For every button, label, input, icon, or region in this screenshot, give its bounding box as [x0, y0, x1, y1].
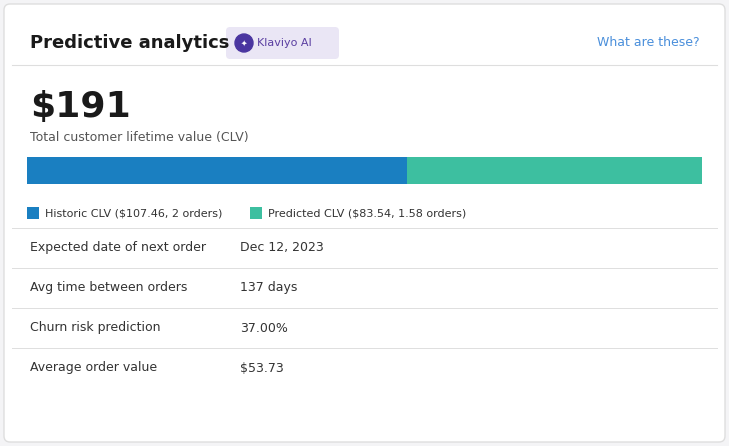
- Text: Expected date of next order: Expected date of next order: [30, 241, 206, 255]
- Text: Avg time between orders: Avg time between orders: [30, 281, 187, 294]
- Text: $53.73: $53.73: [240, 362, 284, 375]
- Text: Total customer lifetime value (CLV): Total customer lifetime value (CLV): [30, 132, 249, 145]
- Text: What are these?: What are these?: [597, 37, 700, 50]
- Text: Predictive analytics: Predictive analytics: [30, 34, 230, 52]
- Text: Historic CLV ($107.46, 2 orders): Historic CLV ($107.46, 2 orders): [45, 208, 222, 218]
- Circle shape: [235, 34, 253, 52]
- FancyBboxPatch shape: [250, 207, 262, 219]
- FancyBboxPatch shape: [226, 27, 339, 59]
- FancyBboxPatch shape: [4, 4, 725, 442]
- Text: 37.00%: 37.00%: [240, 322, 288, 334]
- Text: Predicted CLV ($83.54, 1.58 orders): Predicted CLV ($83.54, 1.58 orders): [268, 208, 467, 218]
- Text: 137 days: 137 days: [240, 281, 297, 294]
- Text: $191: $191: [30, 90, 130, 124]
- FancyBboxPatch shape: [27, 157, 407, 184]
- FancyBboxPatch shape: [407, 157, 702, 184]
- Text: ✦: ✦: [241, 38, 247, 48]
- Text: Dec 12, 2023: Dec 12, 2023: [240, 241, 324, 255]
- Text: Churn risk prediction: Churn risk prediction: [30, 322, 160, 334]
- FancyBboxPatch shape: [27, 207, 39, 219]
- Text: Klaviyo AI: Klaviyo AI: [257, 38, 312, 48]
- Text: Average order value: Average order value: [30, 362, 157, 375]
